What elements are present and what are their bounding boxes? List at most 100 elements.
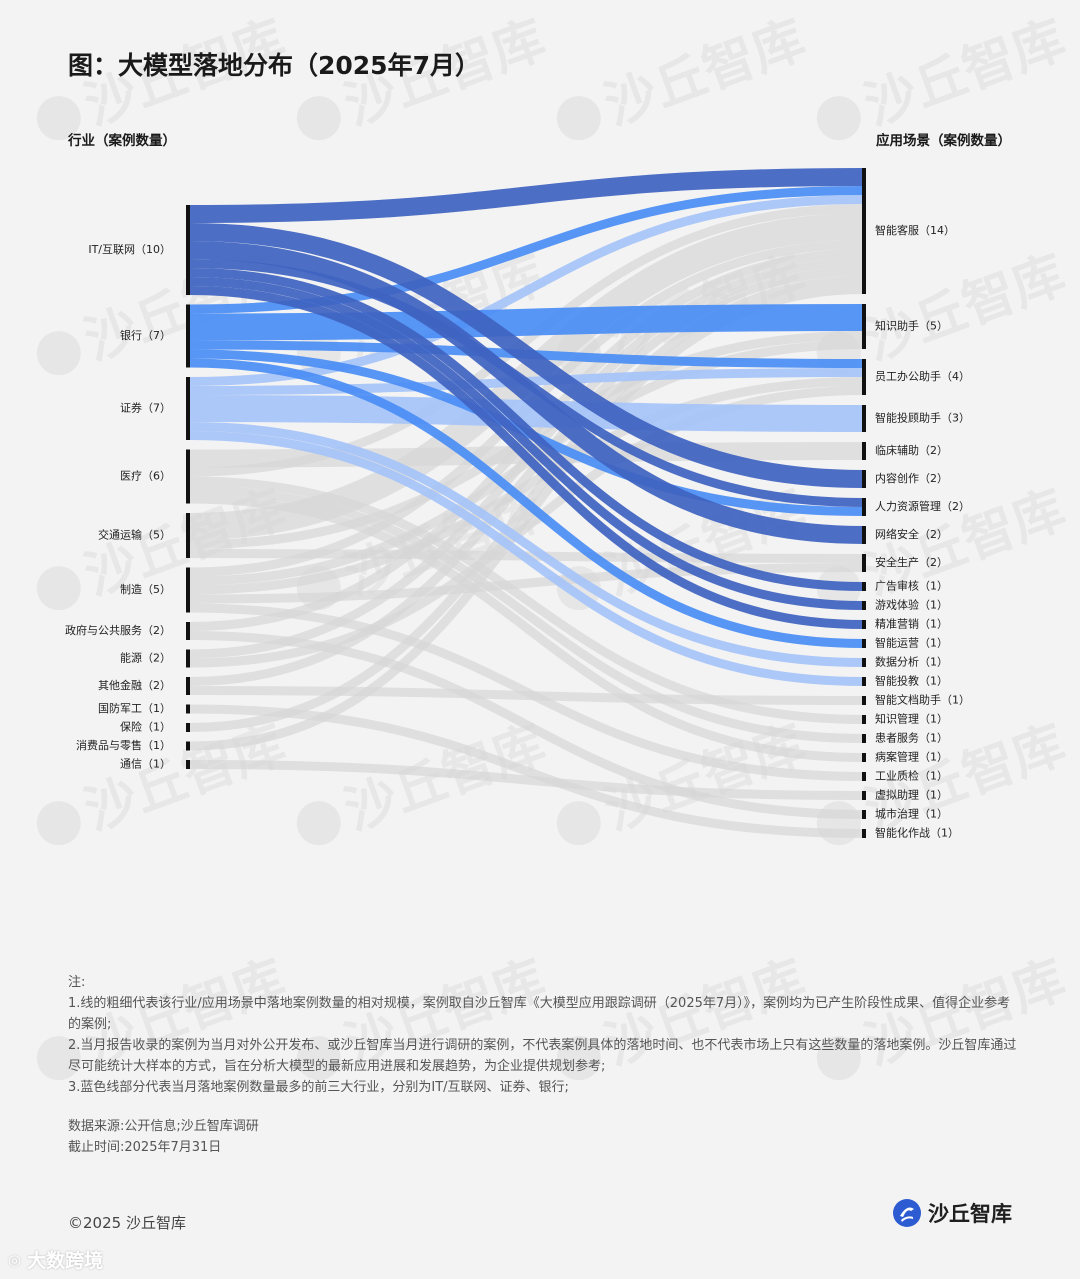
target-node-cont — [862, 470, 866, 488]
source-node-cons — [186, 741, 190, 751]
target-label-va: 虚拟助理（1） — [875, 788, 948, 802]
link-tel-va — [189, 760, 865, 800]
link-it-ad — [189, 268, 865, 591]
target-node-data — [862, 658, 866, 667]
source-node-bank — [186, 304, 190, 368]
source-node-it — [186, 205, 190, 295]
target-label-pat: 患者服务（1） — [875, 732, 948, 745]
target-node-war — [862, 829, 866, 838]
corner-watermark: ◎ 大数跨境 — [8, 1246, 103, 1273]
source-label-med: 医疗（6） — [120, 469, 171, 483]
target-node-qc — [862, 772, 866, 781]
copyright: ©2025 沙丘智库 — [68, 1214, 186, 1232]
target-node-sec2 — [862, 526, 866, 544]
link-gov-city — [189, 631, 865, 819]
target-node-city — [862, 810, 866, 819]
source-node-def — [186, 704, 190, 714]
data-source: 数据来源:公开信息;沙丘智库调研 截止时间:2025年7月31日 — [68, 1116, 259, 1158]
target-node-ops — [862, 639, 866, 648]
target-node-hr — [862, 498, 866, 516]
target-label-med2: 病案管理（1） — [875, 750, 948, 764]
link-bank-ka — [189, 304, 865, 341]
target-node-va — [862, 791, 866, 800]
sankey-links — [189, 168, 865, 838]
source-node-mfg — [186, 567, 190, 613]
source-label-cons: 消费品与零售（1） — [76, 738, 171, 752]
link-it-sec2 — [189, 241, 865, 544]
target-node-clin — [862, 442, 866, 460]
link-sec-ia — [189, 395, 865, 432]
sankey-labels: IT/互联网（10） 银行（7） 证券（7） 医疗（6） 交通运输（5） 制造（5） 政府与… — [65, 223, 970, 840]
target-label-mkt: 精准营销（1） — [875, 617, 948, 631]
link-sec-inv — [189, 431, 865, 686]
link-med-km — [189, 476, 865, 724]
link-it-cont — [189, 223, 865, 488]
target-node-safe — [862, 554, 866, 572]
link-bank-ops — [189, 358, 865, 648]
target-label-safe: 安全生产（2） — [875, 555, 948, 569]
target-label-cont: 内容创作（2） — [875, 471, 948, 485]
target-label-data: 数据分析（1） — [875, 655, 948, 669]
source-node-ofin — [186, 677, 190, 695]
target-node-med2 — [862, 753, 866, 762]
link-it-mkt — [189, 286, 865, 629]
source-label-ins: 保险（1） — [120, 720, 171, 734]
page-title: 图：大模型落地分布（2025年7月） — [68, 51, 480, 80]
source-label-ofin: 其他金融（2） — [98, 678, 171, 692]
note-3: 3.蓝色线部分代表当月落地案例数量最多的前三大行业，分别为IT/互联网、证券、银… — [68, 1080, 569, 1095]
source-node-med — [186, 449, 190, 504]
link-it-cs — [189, 168, 865, 223]
corner-watermark-text: 大数跨境 — [27, 1250, 104, 1272]
source-node-energy — [186, 649, 190, 668]
source-label-energy: 能源（2） — [120, 651, 171, 665]
target-node-oa — [862, 359, 866, 395]
target-node-doc — [862, 696, 866, 705]
target-node-mkt — [862, 620, 866, 629]
link-ofin-doc — [189, 686, 865, 705]
target-label-ka: 知识助手（5） — [875, 319, 948, 333]
target-label-inv: 智能投教（1） — [875, 674, 948, 688]
source-node-ins — [186, 723, 190, 732]
source-label-it: IT/互联网（10） — [88, 243, 171, 256]
source-label-bank: 银行（7） — [120, 328, 171, 342]
target-node-inv — [862, 677, 866, 686]
target-label-sec2: 网络安全（2） — [875, 527, 948, 541]
target-node-ka — [862, 304, 866, 349]
link-it-hr — [189, 259, 865, 507]
source-line: 数据来源:公开信息;沙丘智库调研 — [68, 1119, 259, 1134]
industry-column-header: 行业（案例数量） — [68, 133, 176, 149]
scenario-column-header: 应用场景（案例数量） — [876, 133, 1011, 149]
target-label-ia: 智能投顾助手（3） — [875, 411, 970, 425]
source-label-tel: 通信（1） — [120, 758, 171, 771]
link-mfg-oa — [189, 377, 865, 595]
target-node-pat — [862, 734, 866, 743]
target-node-km — [862, 715, 866, 724]
target-node-ad — [862, 582, 866, 591]
target-label-ad: 广告审核（1） — [875, 579, 948, 593]
target-label-qc: 工业质检（1） — [875, 769, 948, 783]
target-label-clin: 临床辅助（2） — [875, 443, 948, 457]
notes: 注: 1.线的粗细代表该行业/应用场景中落地案例数量的相对规模，案例取自沙丘智库… — [68, 972, 1018, 1098]
target-label-war: 智能化作战（1） — [875, 826, 959, 840]
cutoff-date: 截止时间:2025年7月31日 — [68, 1140, 222, 1155]
link-ofin-cs — [189, 267, 865, 686]
target-label-hr: 人力资源管理（2） — [875, 499, 970, 513]
target-label-ops: 智能运营（1） — [875, 636, 948, 650]
brand-mark-icon — [893, 1199, 921, 1227]
note-2: 2.当月报告收录的案例为当月对外公开发布、或沙丘智库当月进行调研的案例，不代表案… — [68, 1038, 1017, 1074]
source-node-gov — [186, 622, 190, 640]
link-sec-cs — [189, 195, 865, 386]
sankey-nodes — [186, 168, 866, 838]
brand-logo: 沙丘智库 — [892, 1198, 1012, 1228]
link-sec-data — [189, 422, 865, 667]
sankey-chart: IT/互联网（10） 银行（7） 证券（7） 医疗（6） 交通运输（5） 制造（5） 政府与… — [65, 168, 970, 840]
note-1: 1.线的粗细代表该行业/应用场景中落地案例数量的相对规模，案例取自沙丘智库《大模… — [68, 996, 1011, 1032]
source-label-gov: 政府与公共服务（2） — [65, 623, 171, 637]
target-label-km: 知识管理（1） — [875, 712, 948, 726]
target-label-city: 城市治理（1） — [875, 807, 948, 821]
source-node-tel — [186, 760, 190, 769]
source-label-trans: 交通运输（5） — [98, 528, 171, 542]
target-node-cs — [862, 168, 866, 294]
target-label-oa: 员工办公助手（4） — [875, 369, 970, 383]
source-node-sec — [186, 377, 190, 440]
